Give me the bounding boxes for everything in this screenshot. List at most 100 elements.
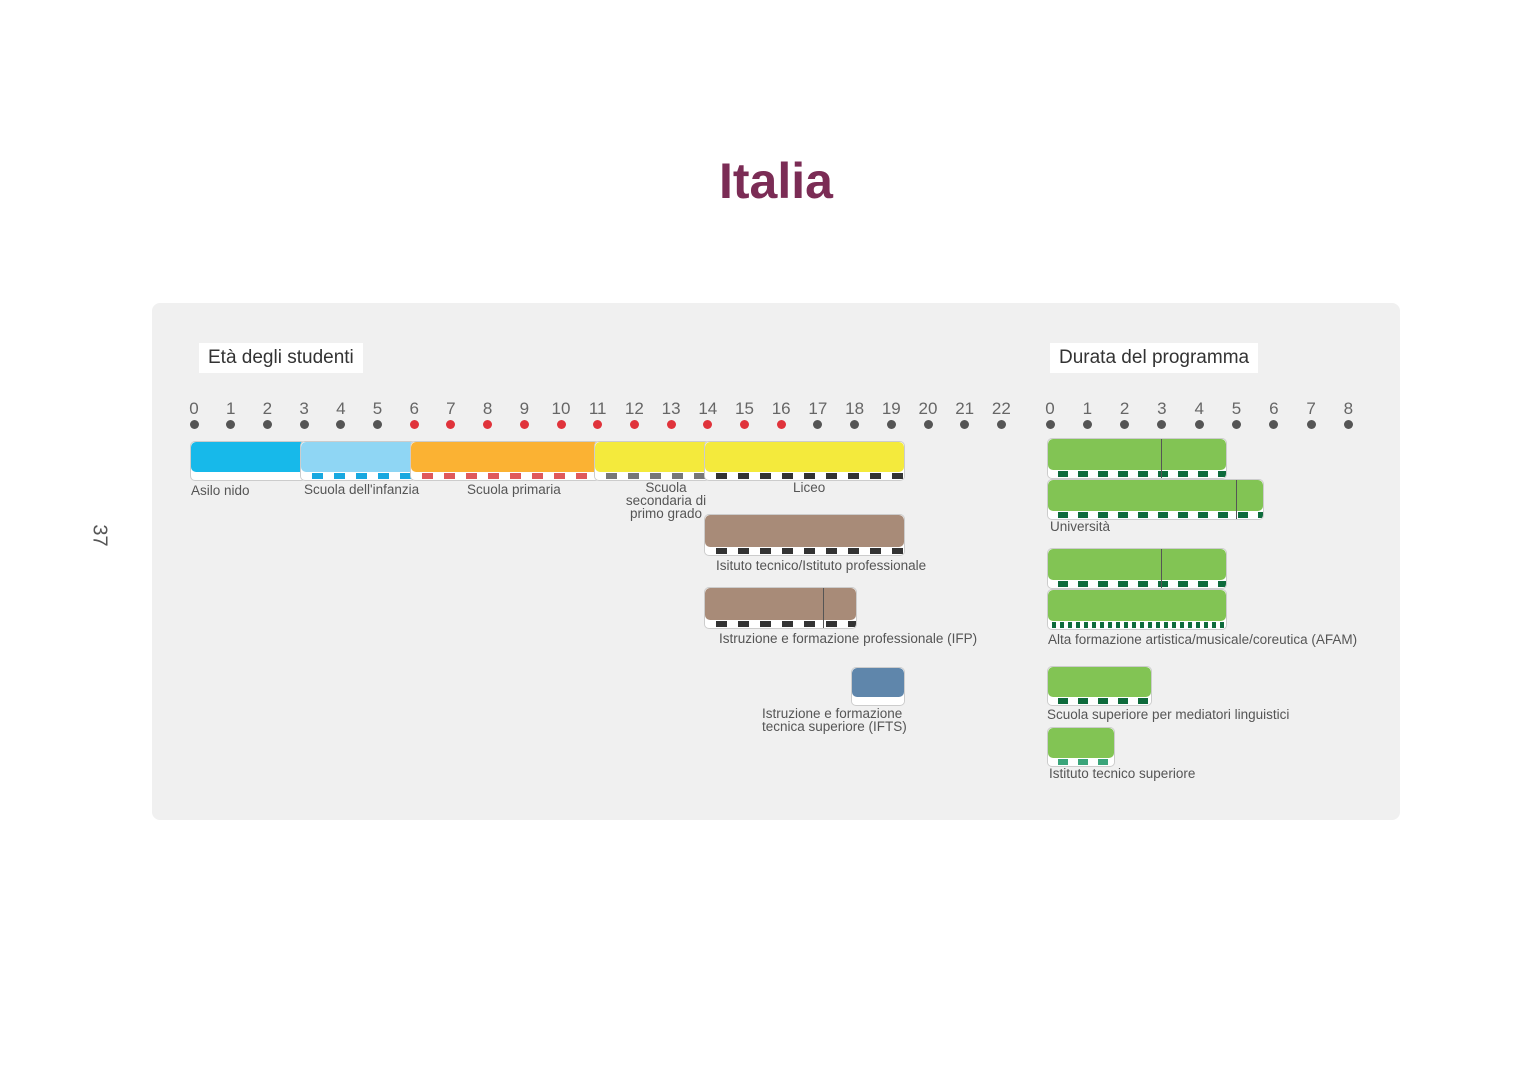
duration-tick-label: 2 [1119, 399, 1130, 418]
programme-label: Istruzione e formazione tecnica superior… [762, 706, 907, 734]
compulsory-age-dot [556, 420, 566, 429]
bar-fill [301, 442, 416, 472]
age-tick-label: 12 [624, 399, 644, 418]
age-tick-label: 7 [446, 399, 456, 418]
bar-fill [704, 515, 905, 547]
duration-dot [1045, 420, 1055, 429]
age-tick-label: 2 [262, 399, 273, 418]
bar-fill [704, 442, 905, 472]
duration-programme-bar [1047, 589, 1227, 630]
duration-dot [1269, 420, 1279, 429]
duration-programme-bar [1047, 727, 1115, 767]
bar-fill [1048, 728, 1114, 758]
bar-fill [191, 442, 306, 472]
age-dot [813, 420, 823, 429]
bar-divider [1235, 480, 1237, 519]
age-tick-label: 13 [661, 399, 681, 418]
age-tick-label: 16 [771, 399, 791, 418]
bar-fill [594, 442, 709, 472]
age-dot [226, 420, 236, 429]
programme-label: Isituto tecnico/Istituto professionale [716, 558, 927, 573]
duration-dot [1306, 420, 1316, 429]
bar-stripe [1048, 622, 1226, 628]
age-tick-label: 1 [225, 399, 236, 418]
age-tick-label: 15 [735, 399, 754, 418]
bar-stripe [594, 473, 709, 479]
age-dot [960, 420, 970, 429]
programme-label: Istituto tecnico superiore [1049, 766, 1196, 781]
age-dot [996, 420, 1006, 429]
bar-stripe [411, 473, 599, 479]
bar-divider [1160, 439, 1162, 478]
age-dot [299, 420, 309, 429]
age-tick-label: 10 [551, 399, 571, 418]
programme-label: Scuola secondaria di primo grado [625, 480, 707, 521]
bar-fill [1048, 549, 1226, 580]
compulsory-age-dot [740, 420, 749, 429]
age-tick-label: 0 [189, 399, 199, 418]
compulsory-age-dot [593, 420, 603, 429]
programme-label: Università [1050, 519, 1111, 534]
duration-dot [1120, 420, 1130, 429]
bar-stripe [704, 548, 905, 554]
age-programme-bar [703, 587, 857, 629]
duration-dot [1343, 420, 1353, 429]
duration-programme-bar [1047, 548, 1227, 589]
age-programme-bar [300, 441, 417, 481]
duration-tick-label: 1 [1082, 399, 1093, 418]
bar-stripe [1048, 581, 1226, 587]
compulsory-age-dot [666, 420, 676, 429]
age-dot [189, 420, 199, 429]
duration-tick-label: 4 [1194, 399, 1204, 418]
duration-programme-bar [1047, 666, 1152, 706]
age-dot [373, 420, 382, 429]
programme-label: Alta formazione artistica/musicale/coreu… [1048, 632, 1358, 647]
age-tick-label: 21 [955, 399, 975, 418]
duration-dot [1232, 420, 1241, 429]
ages-header: Età degli studenti [199, 343, 363, 373]
duration-tick-label: 8 [1343, 399, 1354, 418]
compulsory-age-dot [703, 420, 713, 429]
age-tick-label: 22 [991, 399, 1011, 418]
age-tick-label: 14 [698, 399, 718, 418]
duration-programme-bar [1047, 479, 1264, 520]
programme-label: Istruzione e formazione professionale (I… [719, 631, 978, 646]
age-programme-bar [190, 441, 307, 481]
bar-fill [411, 442, 599, 472]
age-dot [262, 420, 272, 429]
bar-fill [1048, 590, 1226, 621]
age-tick-label: 5 [372, 399, 383, 418]
duration-tick-label: 6 [1269, 399, 1279, 418]
bar-stripe [301, 473, 416, 479]
bar-fill [1048, 439, 1226, 470]
bar-stripe [851, 698, 905, 704]
compulsory-age-dot [483, 420, 493, 429]
bar-stripe [1048, 698, 1151, 704]
programme-label: Scuola primaria [467, 482, 561, 497]
bar-fill [704, 588, 856, 620]
duration-header: Durata del programma [1050, 343, 1259, 373]
programme-label: Scuola dell'infanzia [304, 482, 420, 497]
age-tick-label: 6 [409, 399, 419, 418]
bar-stripe [1048, 471, 1226, 477]
compulsory-age-dot [629, 420, 639, 429]
duration-tick-label: 3 [1157, 399, 1167, 418]
programme-label: Scuola superiore per mediatori linguisti… [1047, 707, 1290, 722]
age-tick-label: 8 [482, 399, 493, 418]
age-tick-label: 19 [881, 399, 901, 418]
bar-fill [1048, 480, 1263, 511]
age-programme-bar [703, 514, 906, 556]
age-dot [923, 420, 933, 429]
bar-divider [822, 588, 824, 628]
duration-tick-label: 7 [1306, 399, 1316, 418]
bar-stripe [1048, 512, 1263, 518]
page-title: Italia [719, 153, 833, 209]
duration-dot [1082, 420, 1092, 429]
duration-dot [1157, 420, 1167, 429]
age-tick-label: 20 [918, 399, 938, 418]
age-tick-label: 3 [299, 399, 309, 418]
duration-programme-bar [1047, 438, 1227, 479]
compulsory-age-dot [519, 420, 529, 429]
age-tick-label: 4 [336, 399, 346, 418]
